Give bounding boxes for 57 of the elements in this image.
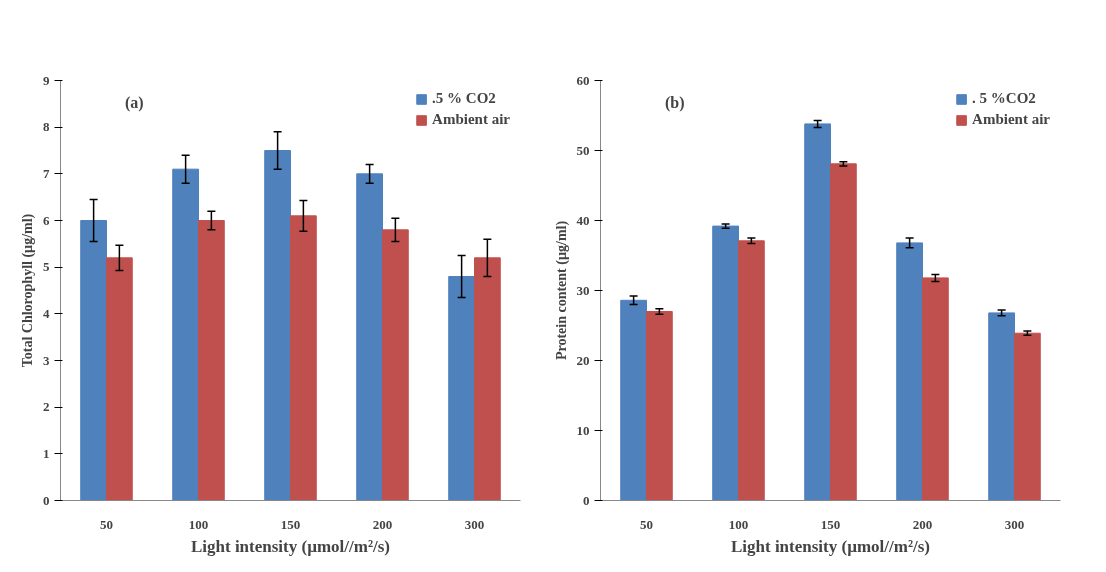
bar bbox=[646, 311, 673, 501]
y-tick-label: 20 bbox=[576, 352, 590, 368]
y-tick-label: 1 bbox=[43, 445, 50, 461]
legend-label: . 5 %CO2 bbox=[972, 90, 1036, 107]
legend-label: .5 % CO2 bbox=[432, 90, 496, 107]
y-tick-label: 8 bbox=[43, 119, 50, 135]
x-tick-label: 100 bbox=[188, 516, 209, 532]
bar bbox=[80, 220, 107, 501]
y-tick-label: 7 bbox=[43, 165, 50, 181]
y-tick-label: 40 bbox=[576, 212, 590, 228]
y-tick-label: 9 bbox=[43, 72, 50, 88]
x-tick-label: 200 bbox=[912, 516, 933, 532]
bar bbox=[106, 257, 133, 501]
y-tick-label: 3 bbox=[43, 352, 50, 368]
y-tick-label: 5 bbox=[43, 259, 50, 275]
bar bbox=[620, 299, 647, 501]
bar bbox=[290, 215, 317, 501]
bar bbox=[988, 312, 1015, 501]
annotation: (b) bbox=[664, 93, 685, 112]
x-tick-label: 200 bbox=[372, 516, 393, 532]
annotation: (a) bbox=[124, 93, 144, 112]
bar bbox=[830, 163, 857, 501]
x-tick-label: 100 bbox=[728, 516, 749, 532]
bar bbox=[448, 276, 475, 501]
legend-label: Ambient air bbox=[972, 111, 1050, 128]
x-tick-label: 300 bbox=[464, 516, 485, 532]
y-tick-label: 2 bbox=[43, 399, 50, 415]
x-axis-title: Light intensity (µmol//m²/s) bbox=[190, 536, 391, 556]
y-tick-label: 0 bbox=[43, 492, 50, 508]
y-tick-label: 30 bbox=[576, 282, 590, 298]
x-tick-label: 300 bbox=[1004, 516, 1025, 532]
x-tick-label: 150 bbox=[820, 516, 841, 532]
x-tick-label: 150 bbox=[280, 516, 301, 532]
y-axis-title: Total Chlorophyll (µg/ml) bbox=[20, 213, 36, 368]
bar bbox=[198, 220, 225, 501]
bar bbox=[712, 225, 739, 501]
y-tick-label: 4 bbox=[43, 305, 50, 321]
bar bbox=[1014, 332, 1041, 501]
bar bbox=[264, 150, 291, 501]
x-axis-title: Light intensity (µmol//m²/s) bbox=[730, 536, 931, 556]
legend-label: Ambient air bbox=[432, 111, 510, 128]
y-axis-title: Protein content (µg/ml) bbox=[553, 220, 570, 361]
bar bbox=[356, 173, 383, 501]
bar bbox=[922, 277, 949, 501]
y-tick-label: 6 bbox=[43, 212, 50, 228]
bar bbox=[804, 123, 831, 501]
bar bbox=[896, 242, 923, 501]
x-tick-label: 50 bbox=[640, 516, 653, 532]
y-tick-label: 50 bbox=[576, 142, 590, 158]
bar bbox=[172, 168, 199, 501]
y-tick-label: 10 bbox=[576, 422, 590, 438]
bar bbox=[738, 240, 765, 501]
x-tick-label: 50 bbox=[100, 516, 113, 532]
y-tick-label: 0 bbox=[583, 492, 590, 508]
y-tick-label: 60 bbox=[576, 72, 590, 88]
bar bbox=[382, 229, 409, 501]
bar bbox=[474, 257, 501, 501]
